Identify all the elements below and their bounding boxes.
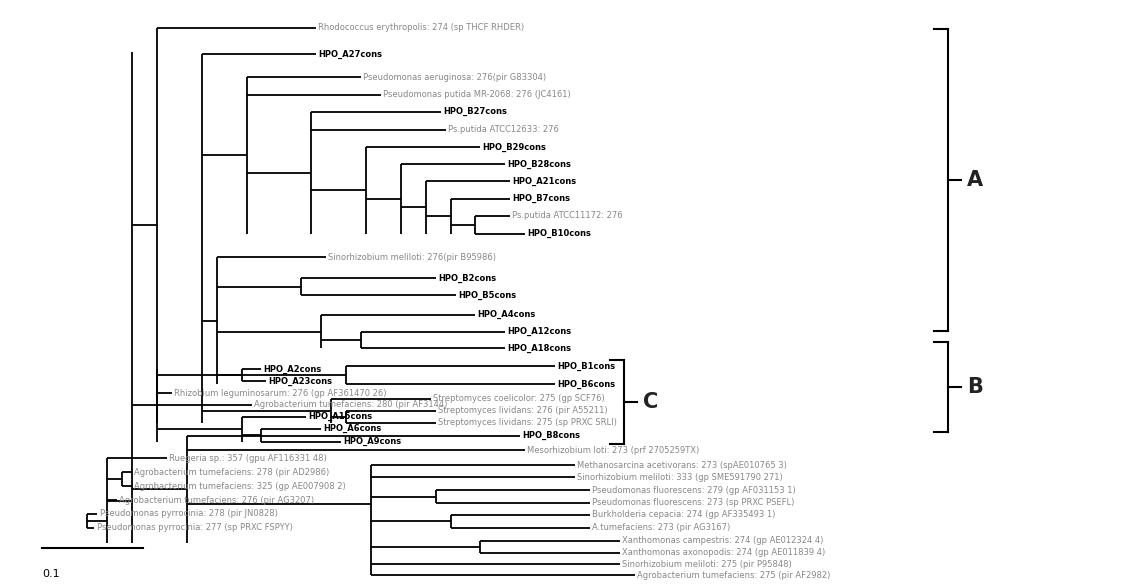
- Text: Ruegeria sp.: 357 (gpu AF116331 48): Ruegeria sp.: 357 (gpu AF116331 48): [170, 454, 327, 463]
- Text: HPO_B28cons: HPO_B28cons: [508, 159, 571, 169]
- Text: Sinorhizobium meliloti: 276(pir B95986): Sinorhizobium meliloti: 276(pir B95986): [328, 253, 497, 262]
- Text: Streptomyces coelicolor: 275 (gp SCF76): Streptomyces coelicolor: 275 (gp SCF76): [433, 394, 605, 404]
- Text: Streptomyces lividans: 275 (sp PRXC SRLI): Streptomyces lividans: 275 (sp PRXC SRLI…: [438, 418, 617, 427]
- Text: HPO_A15cons: HPO_A15cons: [308, 412, 373, 421]
- Text: Pseudomonas pyrrocinia: 278 (pir JN0828): Pseudomonas pyrrocinia: 278 (pir JN0828): [100, 509, 278, 519]
- Text: Agrobacterium tumefaciens: 275 (pir AF2982): Agrobacterium tumefaciens: 275 (pir AF29…: [637, 571, 831, 580]
- Text: A: A: [967, 170, 984, 190]
- Text: A.tumefaciens: 273 (pir AG3167): A.tumefaciens: 273 (pir AG3167): [592, 523, 731, 532]
- Text: 0.1: 0.1: [42, 568, 60, 579]
- Text: HPO_A27cons: HPO_A27cons: [318, 50, 382, 59]
- Text: HPO_A2cons: HPO_A2cons: [264, 364, 321, 374]
- Text: C: C: [643, 392, 658, 412]
- Text: HPO_A23cons: HPO_A23cons: [269, 377, 333, 386]
- Text: Streptomyces lividans: 276 (pir A55211): Streptomyces lividans: 276 (pir A55211): [438, 406, 607, 415]
- Text: HPO_B7cons: HPO_B7cons: [513, 195, 571, 203]
- Text: Sinorhizobium meliloti: 333 (gp SME591790 271): Sinorhizobium meliloti: 333 (gp SME59179…: [577, 473, 783, 482]
- Text: HPO_A18cons: HPO_A18cons: [508, 344, 571, 353]
- Text: Pseudomonas aeruginosa: 276(pir G83304): Pseudomonas aeruginosa: 276(pir G83304): [363, 73, 546, 81]
- Text: HPO_A21cons: HPO_A21cons: [513, 176, 577, 186]
- Text: HPO_A4cons: HPO_A4cons: [478, 310, 536, 319]
- Text: Methanosarcina acetivorans: 273 (spAE010765 3): Methanosarcina acetivorans: 273 (spAE010…: [577, 461, 787, 470]
- Text: Agrobacterium tumefaciens: 278 (pir AD2986): Agrobacterium tumefaciens: 278 (pir AD29…: [135, 468, 329, 477]
- Text: Xanthomonas campestris: 274 (gp AE012324 4): Xanthomonas campestris: 274 (gp AE012324…: [622, 536, 823, 545]
- Text: HPO_B6cons: HPO_B6cons: [558, 380, 616, 389]
- Text: Agrobacterium tumefaciens: 280 (pir AF3144): Agrobacterium tumefaciens: 280 (pir AF31…: [254, 400, 447, 410]
- Text: HPO_B8cons: HPO_B8cons: [523, 431, 580, 440]
- Text: Pseudomonas pyrrocinia: 277 (sp PRXC FSPYY): Pseudomonas pyrrocinia: 277 (sp PRXC FSP…: [97, 523, 292, 532]
- Text: HPO_A6cons: HPO_A6cons: [324, 424, 382, 433]
- Text: HPO_A12cons: HPO_A12cons: [508, 327, 572, 336]
- Text: Ps.putida ATCC11172: 276: Ps.putida ATCC11172: 276: [513, 211, 623, 220]
- Text: B: B: [967, 377, 982, 397]
- Text: HPO_B10cons: HPO_B10cons: [527, 229, 591, 238]
- Text: Agrobacterium tumefaciens: 276 (pir AG3207): Agrobacterium tumefaciens: 276 (pir AG32…: [119, 496, 315, 505]
- Text: Agrobacterium tumefaciens: 325 (gp AE007908 2): Agrobacterium tumefaciens: 325 (gp AE007…: [135, 482, 346, 490]
- Text: HPO_B27cons: HPO_B27cons: [443, 107, 507, 116]
- Text: Sinorhizobium meliloti: 275 (pir P95848): Sinorhizobium meliloti: 275 (pir P95848): [622, 560, 791, 569]
- Text: Mesorhizobium loti: 273 (prf 2705259TX): Mesorhizobium loti: 273 (prf 2705259TX): [527, 446, 699, 455]
- Text: Ps.putida ATCC12633: 276: Ps.putida ATCC12633: 276: [447, 125, 559, 134]
- Text: Burkholderia cepacia: 274 (gp AF335493 1): Burkholderia cepacia: 274 (gp AF335493 1…: [592, 510, 776, 519]
- Text: Rhizobium leguminosarum: 276 (gp AF361470 26): Rhizobium leguminosarum: 276 (gp AF36147…: [174, 389, 387, 397]
- Text: Pseudomonas fluorescens: 273 (sp PRXC PSEFL): Pseudomonas fluorescens: 273 (sp PRXC PS…: [592, 499, 795, 507]
- Text: HPO_B5cons: HPO_B5cons: [457, 291, 516, 299]
- Text: HPO_A9cons: HPO_A9cons: [343, 437, 401, 446]
- Text: Pseudomonas fluorescens: 279 (gp AF031153 1): Pseudomonas fluorescens: 279 (gp AF03115…: [592, 486, 796, 495]
- Text: Xanthomonas axonopodis: 274 (gp AE011839 4): Xanthomonas axonopodis: 274 (gp AE011839…: [622, 548, 825, 557]
- Text: Pseudomonas putida MR-2068: 276 (JC4161): Pseudomonas putida MR-2068: 276 (JC4161): [383, 90, 571, 100]
- Text: HPO_B2cons: HPO_B2cons: [438, 274, 496, 282]
- Text: HPO_B1cons: HPO_B1cons: [558, 362, 616, 371]
- Text: Rhodococcus erythropolis: 274 (sp THCF RHDER): Rhodococcus erythropolis: 274 (sp THCF R…: [318, 23, 525, 32]
- Text: HPO_B29cons: HPO_B29cons: [482, 143, 546, 152]
